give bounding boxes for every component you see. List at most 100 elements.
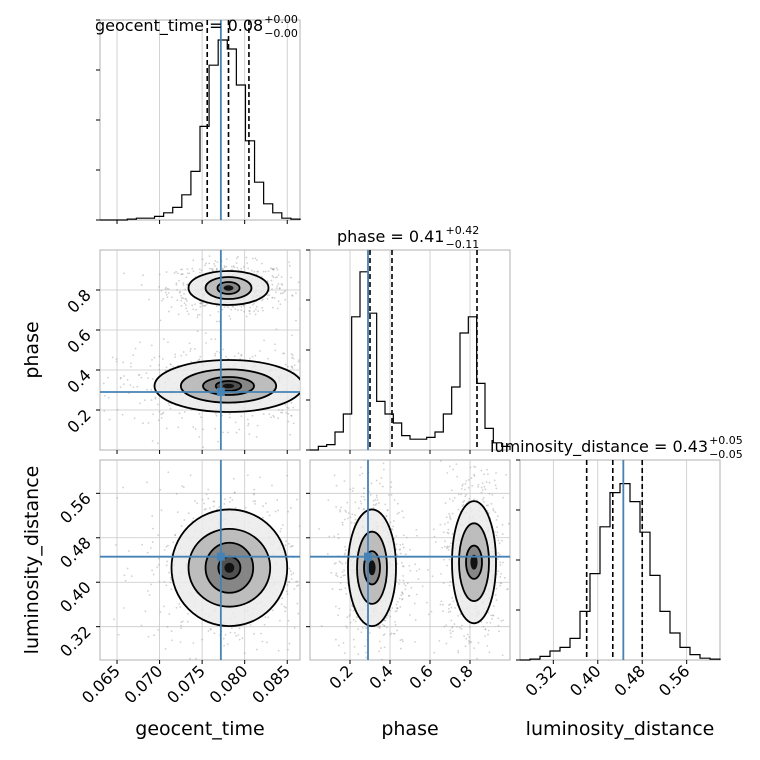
scatter-point <box>256 270 259 273</box>
scatter-point <box>346 616 349 619</box>
scatter-point <box>389 615 392 618</box>
scatter-point <box>107 376 109 379</box>
scatter-point <box>175 283 178 286</box>
scatter-point <box>250 269 253 272</box>
scatter-point <box>389 633 392 636</box>
scatter-point <box>216 261 219 264</box>
scatter-point <box>185 298 188 301</box>
scatter-point <box>288 261 291 264</box>
scatter-point <box>286 474 288 477</box>
scatter-point <box>487 629 490 632</box>
scatter-point <box>351 513 354 516</box>
scatter-point <box>236 266 239 269</box>
scatter-point <box>451 626 453 629</box>
scatter-point <box>253 302 255 305</box>
scatter-point <box>267 270 270 273</box>
scatter-point <box>401 591 403 594</box>
scatter-point <box>353 522 356 525</box>
scatter-point <box>349 608 352 611</box>
scatter-point <box>418 568 421 571</box>
scatter-point <box>336 575 339 578</box>
scatter-point <box>271 288 273 290</box>
scatter-point <box>413 602 416 605</box>
contour-line <box>465 544 483 580</box>
scatter-point <box>343 553 346 556</box>
scatter-point <box>480 469 483 472</box>
scatter-point <box>402 574 405 577</box>
scatter-point <box>253 632 255 635</box>
scatter-point <box>409 548 411 551</box>
scatter-point <box>288 542 290 545</box>
scatter-point <box>450 636 452 638</box>
scatter-point <box>180 304 183 307</box>
scatter-point <box>223 644 226 647</box>
scatter-point <box>235 262 238 264</box>
scatter-point <box>152 413 155 416</box>
ylabel-phase: phase <box>21 321 43 378</box>
scatter-point <box>416 534 418 537</box>
scatter-point <box>399 552 402 555</box>
scatter-point <box>388 494 390 496</box>
scatter-point <box>199 302 202 305</box>
scatter-point <box>500 582 503 585</box>
scatter-point <box>320 625 323 627</box>
scatter-point <box>167 310 170 313</box>
truth-marker <box>364 552 372 561</box>
scatter-point <box>465 637 468 640</box>
scatter-point <box>443 540 446 543</box>
scatter-point <box>279 303 282 306</box>
scatter-point <box>277 649 280 652</box>
scatter-point <box>277 283 280 285</box>
contour-line <box>216 281 241 295</box>
scatter-point <box>486 621 488 624</box>
scatter-point <box>164 648 167 650</box>
scatter-point <box>277 509 280 512</box>
scatter-point <box>196 316 199 319</box>
scatter-point <box>348 615 351 617</box>
scatter-point <box>399 639 402 642</box>
scatter-point <box>395 610 398 612</box>
scatter-point <box>245 256 248 259</box>
scatter-point <box>141 543 143 546</box>
scatter-point <box>344 587 347 590</box>
scatter-point <box>483 500 485 503</box>
scatter-point <box>137 374 140 377</box>
scatter-point <box>495 599 498 601</box>
scatter-point <box>285 590 288 593</box>
scatter-point <box>421 585 424 588</box>
scatter-point <box>158 410 161 413</box>
scatter-point <box>383 468 385 471</box>
scatter-point <box>148 594 151 596</box>
scatter-point <box>145 481 148 484</box>
scatter-point <box>357 507 360 510</box>
scatter-point <box>150 399 153 401</box>
scatter-point <box>140 284 143 286</box>
scatter-point <box>402 546 405 549</box>
scatter-point <box>248 312 251 315</box>
density-peak <box>222 383 235 389</box>
scatter-point <box>249 357 251 360</box>
scatter-point <box>501 654 504 657</box>
scatter-point <box>439 523 442 526</box>
scatter-point <box>179 641 182 643</box>
scatter-point <box>150 388 153 391</box>
scatter-point <box>450 542 452 545</box>
scatter-point <box>158 273 161 276</box>
scatter-point <box>296 580 299 583</box>
contour-line <box>347 508 397 628</box>
scatter-point <box>280 411 282 414</box>
contour-line <box>187 527 272 608</box>
scatter-point <box>176 289 178 291</box>
scatter-point <box>343 518 346 521</box>
scatter-point <box>341 521 344 524</box>
scatter-point <box>488 651 491 654</box>
scatter-point <box>209 314 212 317</box>
scatter-point <box>199 355 202 358</box>
scatter-point <box>163 605 165 608</box>
scatter-point <box>199 302 202 305</box>
scatter-point <box>281 524 284 526</box>
scatter-point <box>290 578 293 580</box>
panel-geocent-time-vs-luminosity-distance-content <box>100 460 300 660</box>
title-geocent-time: geocent_time = 0.08+0.00 <box>95 13 298 36</box>
scatter-point <box>119 376 122 379</box>
